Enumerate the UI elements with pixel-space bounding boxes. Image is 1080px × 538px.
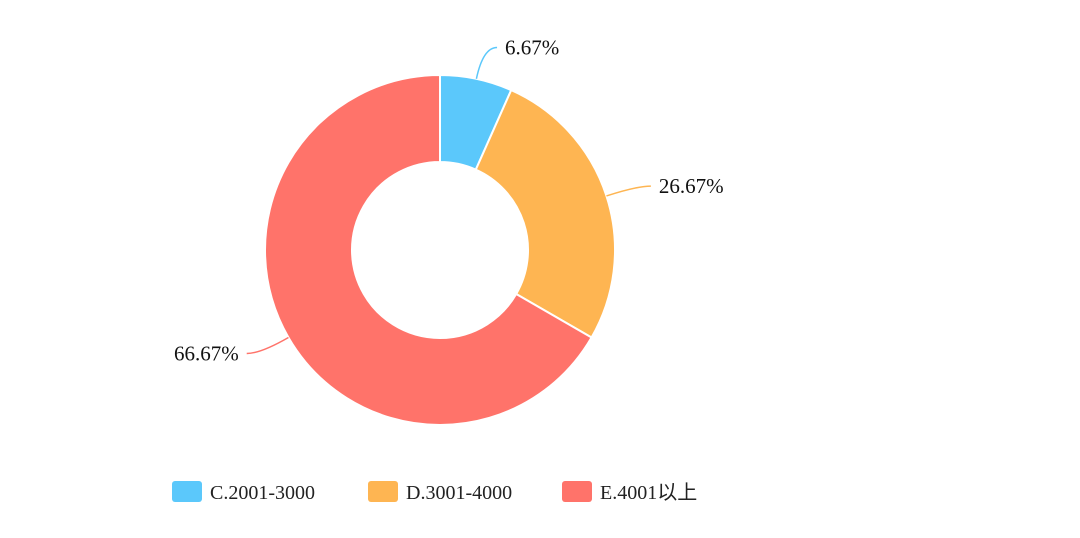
data-label-c-2001-3000: 6.67% <box>505 36 559 60</box>
legend-label: E.4001以上 <box>600 481 697 504</box>
legend-label: D.3001-4000 <box>406 482 512 504</box>
data-label-d-3001-4000: 26.67% <box>659 174 724 198</box>
data-labels-layer: 6.67% 26.67% 66.67% <box>174 36 724 366</box>
legend-swatch <box>172 481 202 502</box>
legend-label: C.2001-3000 <box>210 482 315 504</box>
slice-d-3001-4000 <box>474 88 616 339</box>
data-label-e-4001: 66.67% <box>174 341 239 365</box>
leader-line-c-2001-3000 <box>475 46 498 79</box>
legend-item-c-2001-3000[interactable]: C.2001-3000 <box>172 481 315 504</box>
slices-layer <box>264 73 616 426</box>
leader-lines-layer <box>246 46 651 355</box>
leader-line-d-3001-4000 <box>606 185 651 197</box>
legend-item-e-4001[interactable]: E.4001以上 <box>562 481 697 504</box>
legend-item-d-3001-4000[interactable]: D.3001-4000 <box>368 481 512 504</box>
leader-line-e-4001 <box>246 336 289 355</box>
slice-e-4001 <box>264 73 593 426</box>
legend-swatch <box>562 481 592 502</box>
legend-swatch <box>368 481 398 502</box>
legend: C.2001-3000 D.3001-4000 E.4001以上 <box>172 481 697 504</box>
